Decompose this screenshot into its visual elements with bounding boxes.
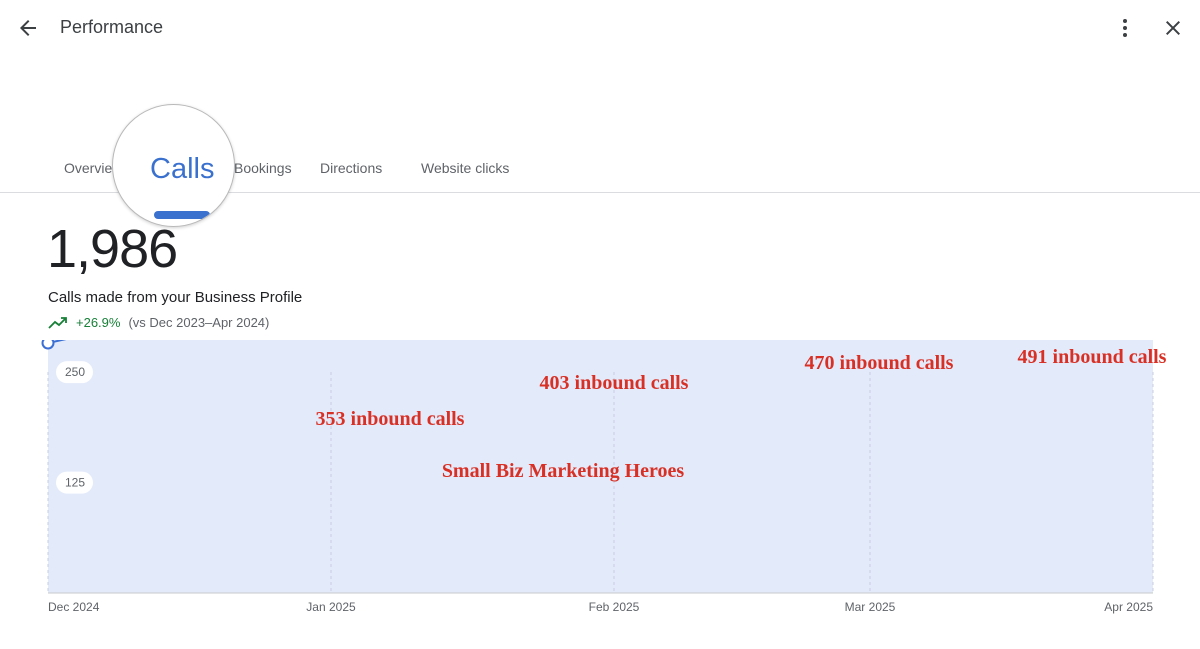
y-tick-label: 125	[65, 476, 85, 490]
arrow-back-icon	[20, 20, 36, 36]
y-tick-pill	[56, 361, 93, 384]
trend-percent: +26.9%	[76, 315, 121, 330]
annotation-label: 491 inbound calls	[1018, 346, 1167, 368]
tab-bookings-label: Bookings	[234, 160, 292, 176]
close-button[interactable]	[1157, 12, 1189, 44]
data-point	[41, 340, 55, 350]
metric-description: Calls made from your Business Profile	[48, 289, 303, 306]
annotation-label: 470 inbound calls	[805, 352, 954, 374]
x-tick-label: Apr 2025	[1104, 600, 1153, 614]
x-tick-label: Dec 2024	[48, 600, 100, 614]
tab-website-clicks[interactable]: Website clicks	[421, 160, 510, 176]
more-vert-icon	[1123, 19, 1127, 37]
trending-up-icon	[48, 316, 67, 329]
back-button[interactable]	[12, 12, 44, 44]
y-tick-pill	[56, 471, 93, 494]
tab-bookings[interactable]: Bookings	[234, 160, 294, 176]
x-tick-label: Feb 2025	[589, 600, 640, 614]
y-tick-label: 250	[65, 365, 85, 379]
trend-row: +26.9% (vs Dec 2023–Apr 2024)	[48, 315, 269, 330]
watermark-text: Small Biz Marketing Heroes	[442, 460, 685, 482]
tab-bar: Overview Bookings Directions Website cli…	[0, 140, 1200, 193]
page-title: Performance	[60, 17, 164, 37]
tab-calls-magnifier[interactable]: Calls	[112, 104, 235, 227]
tab-overview[interactable]: Overview	[64, 160, 120, 176]
x-tick-label: Jan 2025	[306, 600, 356, 614]
chart-area	[48, 340, 1153, 593]
calls-total: 1,986	[47, 219, 178, 279]
tab-directions[interactable]: Directions	[320, 160, 383, 176]
header: Performance	[0, 0, 1200, 56]
close-icon	[1166, 21, 1180, 35]
annotation-label: 353 inbound calls	[316, 408, 465, 430]
tab-calls[interactable]: Calls	[150, 153, 215, 185]
trend-comparison: (vs Dec 2023–Apr 2024)	[128, 315, 270, 330]
annotation-label: 403 inbound calls	[540, 372, 689, 394]
tab-selected-indicator	[154, 211, 210, 219]
x-tick-label: Mar 2025	[845, 600, 896, 614]
more-options-button[interactable]	[1109, 12, 1141, 44]
